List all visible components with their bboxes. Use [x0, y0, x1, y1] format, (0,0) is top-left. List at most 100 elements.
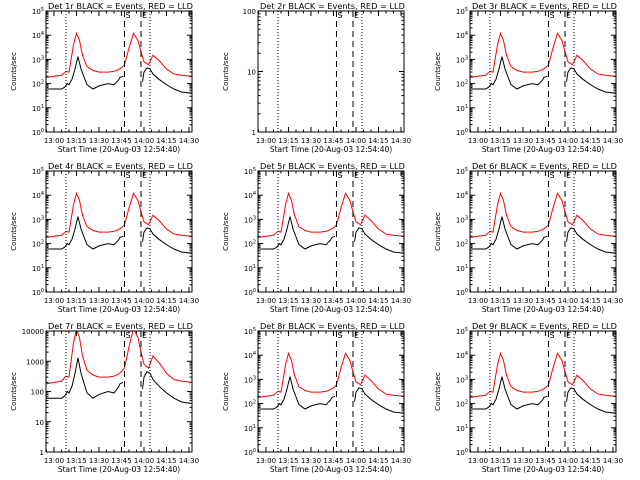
y-tick-label: 105 — [244, 327, 256, 336]
y-tick-label: 1 — [252, 129, 256, 137]
x-tick-label: 14:00 — [134, 457, 154, 465]
marker-letter-S: S — [549, 11, 554, 20]
y-tick-label: 104 — [456, 191, 468, 200]
y-tick-label: 102 — [244, 240, 256, 249]
y-tick-label: 104 — [244, 191, 256, 200]
marker-letter-S: S — [337, 11, 342, 20]
y-tick-label: 104 — [456, 31, 468, 40]
marker-letter-E: E — [354, 171, 359, 180]
x-axis-title: Start Time (20-Aug-03 12:54:40) — [58, 465, 180, 474]
plot-frame — [45, 170, 193, 293]
x-tick-label: 13:45 — [323, 457, 343, 465]
panel-title: Det 7r BLACK = Events, RED = LLD — [48, 321, 193, 331]
y-axis-title: Counts/sec — [10, 52, 18, 91]
x-tick-label: 13:00 — [256, 297, 276, 305]
marker-letter-E: E — [142, 331, 147, 340]
x-tick-label: 13:30 — [89, 297, 109, 305]
series-line-lld — [470, 191, 616, 238]
plot-frame — [469, 170, 617, 293]
y-tick-label: 101 — [32, 264, 44, 273]
x-tick-label: 13:45 — [111, 137, 131, 145]
panel-title: Det 4r BLACK = Events, RED = LLD — [48, 161, 193, 171]
x-tick-label: 13:15 — [278, 297, 298, 305]
plot-frame — [257, 170, 405, 293]
y-tick-label: 100 — [243, 8, 256, 16]
x-tick-label: 13:15 — [490, 137, 510, 145]
x-tick-label: 13:30 — [89, 457, 109, 465]
x-tick-label: 13:15 — [278, 457, 298, 465]
x-tick-label: 14:30 — [391, 297, 411, 305]
x-tick-label: 13:45 — [535, 457, 555, 465]
y-tick-label: 103 — [244, 215, 256, 224]
x-axis-title: Start Time (20-Aug-03 12:54:40) — [270, 305, 392, 314]
series-line-events — [470, 56, 616, 94]
x-tick-label: 14:15 — [368, 137, 388, 145]
x-axis-title: Start Time (20-Aug-03 12:54:40) — [270, 145, 392, 154]
y-axis-title: Counts/sec — [434, 52, 442, 91]
y-tick-label: 103 — [32, 55, 44, 64]
x-tick-label: 14:15 — [580, 297, 600, 305]
y-tick-label: 101 — [244, 424, 256, 433]
marker-letter-E: E — [566, 11, 571, 20]
y-tick-label: 101 — [456, 104, 468, 113]
y-tick-label: 105 — [456, 167, 468, 176]
x-axis-title: Start Time (20-Aug-03 12:54:40) — [482, 145, 604, 154]
x-tick-label: 13:30 — [301, 457, 321, 465]
y-tick-label: 104 — [456, 351, 468, 360]
y-tick-label: 104 — [32, 191, 44, 200]
x-tick-label: 14:15 — [156, 137, 176, 145]
y-tick-label: 10000 — [22, 328, 44, 336]
panel-title: Det 6r BLACK = Events, RED = LLD — [472, 161, 617, 171]
marker-letter-E: E — [354, 331, 359, 340]
x-tick-label: 13:45 — [323, 137, 343, 145]
x-tick-label: 13:15 — [66, 297, 86, 305]
series-line-lld — [46, 331, 192, 385]
series-line-lld — [258, 191, 404, 238]
y-tick-label: 1000 — [26, 358, 44, 366]
series-line-lld — [46, 191, 192, 238]
y-tick-label: 100 — [456, 128, 468, 137]
marker-letter-E: E — [142, 171, 147, 180]
x-tick-label: 13:00 — [256, 457, 276, 465]
x-axis-title: Start Time (20-Aug-03 12:54:40) — [482, 465, 604, 474]
x-tick-label: 13:45 — [535, 137, 555, 145]
x-tick-label: 13:30 — [513, 297, 533, 305]
marker-letter-E: E — [566, 171, 571, 180]
plot-frame — [469, 10, 617, 133]
x-tick-label: 13:45 — [111, 457, 131, 465]
marker-letter-S: S — [125, 11, 130, 20]
panel-title: Det 5r BLACK = Events, RED = LLD — [260, 161, 405, 171]
x-tick-label: 14:15 — [580, 137, 600, 145]
y-axis-title: Counts/sec — [222, 52, 230, 91]
marker-letter-S: S — [337, 331, 342, 340]
x-tick-label: 13:45 — [323, 297, 343, 305]
x-tick-label: 14:00 — [558, 457, 578, 465]
y-tick-label: 101 — [244, 264, 256, 273]
x-tick-label: 13:30 — [301, 137, 321, 145]
plot-area — [470, 31, 616, 94]
x-tick-label: 14:00 — [134, 137, 154, 145]
series-line-events — [258, 216, 404, 254]
y-tick-label: 101 — [32, 104, 44, 113]
y-tick-label: 103 — [456, 215, 468, 224]
x-tick-label: 14:30 — [179, 137, 199, 145]
x-tick-label: 13:30 — [513, 457, 533, 465]
x-tick-label: 13:15 — [490, 457, 510, 465]
plot-frame — [469, 330, 617, 453]
x-tick-label: 14:30 — [603, 297, 623, 305]
x-tick-label: 13:00 — [44, 457, 64, 465]
x-tick-label: 13:45 — [111, 297, 131, 305]
y-tick-label: 101 — [456, 424, 468, 433]
marker-letter-S: S — [549, 331, 554, 340]
x-tick-label: 13:30 — [513, 137, 533, 145]
y-tick-label: 10 — [247, 69, 256, 77]
marker-letter-S: S — [337, 171, 342, 180]
y-tick-label: 102 — [456, 400, 468, 409]
